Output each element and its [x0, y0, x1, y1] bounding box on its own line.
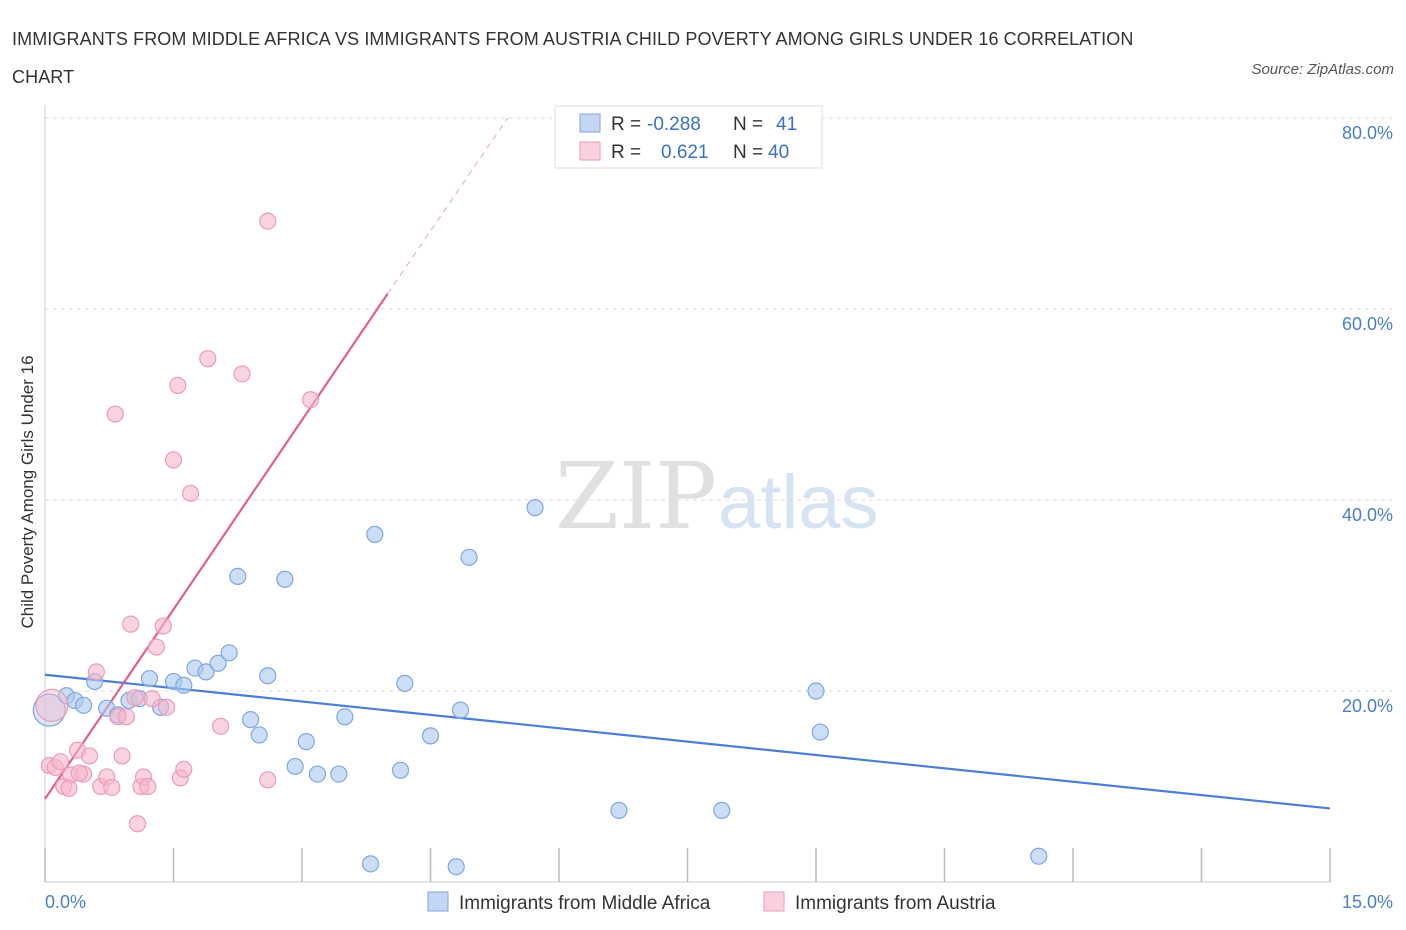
legend-r-label-1: R = — [611, 114, 641, 135]
point-pink-21 — [139, 777, 157, 796]
point-pink-7 — [80, 747, 99, 765]
point-blue-23 — [297, 733, 315, 751]
legend-n-value-2: 40 — [768, 142, 789, 163]
point-blue-15 — [209, 654, 227, 672]
point-pink-33 — [233, 365, 251, 383]
point-blue-27 — [361, 855, 380, 873]
point-pink-39 — [35, 688, 69, 722]
y-tick-label-1: 40.0% — [1342, 505, 1393, 525]
point-pink-11 — [103, 778, 121, 797]
data-points — [32, 212, 1048, 876]
point-pink-25 — [158, 698, 176, 716]
series-legend: Immigrants from Middle Africa Immigrants… — [427, 891, 996, 914]
point-pink-17 — [126, 689, 144, 707]
point-blue-22 — [286, 757, 304, 776]
point-blue-26 — [336, 708, 354, 726]
legend-swatch-blue — [579, 113, 601, 133]
legend-n-label-2: N = — [733, 142, 763, 163]
point-blue-36 — [610, 801, 628, 819]
watermark-atlas: atlas — [718, 460, 879, 545]
point-blue-14 — [197, 663, 215, 681]
point-blue-33 — [451, 701, 470, 719]
point-pink-34 — [259, 771, 277, 789]
point-pink-27 — [169, 376, 187, 394]
series-swatch-blue — [427, 891, 449, 912]
x-tick-label-end: 15.0% — [1342, 892, 1393, 912]
point-pink-36 — [301, 391, 320, 409]
point-blue-25 — [330, 765, 348, 783]
point-blue-35 — [526, 499, 544, 517]
trend-line-blue — [44, 673, 1331, 810]
point-blue-3 — [74, 696, 93, 714]
point-pink-2 — [51, 753, 70, 771]
y-axis-label: Child Poverty Among Girls Under 16 — [18, 355, 37, 628]
point-pink-15 — [117, 708, 135, 726]
point-pink-18 — [128, 815, 147, 833]
legend-r-value-2: 0.621 — [661, 142, 709, 163]
point-blue-34 — [460, 548, 478, 566]
point-blue-40 — [1030, 847, 1048, 865]
point-pink-16 — [122, 615, 140, 633]
tick-labels: 20.0% 40.0% 60.0% 80.0% 0.0% 15.0% — [45, 123, 1393, 912]
point-pink-8 — [87, 663, 106, 681]
point-pink-14 — [113, 747, 131, 765]
point-blue-21 — [276, 570, 294, 588]
point-blue-32 — [447, 858, 465, 876]
point-pink-12 — [106, 405, 124, 423]
correlation-legend: R = -0.288 N = 41 R = 0.621 N = 40 — [554, 105, 823, 169]
y-tick-label-0: 20.0% — [1342, 696, 1393, 716]
point-blue-12 — [175, 676, 193, 694]
point-blue-37 — [713, 801, 731, 819]
series-label-pink: Immigrants from Austria — [795, 893, 996, 914]
legend-r-label-2: R = — [611, 142, 641, 163]
watermark-zip: ZIP — [555, 443, 717, 550]
point-pink-26 — [164, 451, 183, 469]
point-pink-24 — [154, 617, 172, 635]
point-pink-31 — [199, 350, 217, 368]
point-pink-30 — [182, 484, 200, 502]
point-blue-39 — [811, 723, 829, 741]
point-blue-20 — [259, 667, 277, 685]
x-tick-label-start: 0.0% — [45, 892, 86, 912]
point-pink-22 — [143, 690, 161, 708]
point-blue-38 — [807, 682, 825, 700]
point-pink-29 — [175, 760, 193, 778]
point-blue-24 — [308, 765, 327, 783]
point-blue-18 — [242, 711, 260, 729]
axes — [44, 105, 1331, 883]
point-pink-35 — [259, 212, 277, 230]
y-tick-label-3: 80.0% — [1342, 123, 1393, 143]
series-label-blue: Immigrants from Middle Africa — [459, 893, 711, 914]
chart-title: IMMIGRANTS FROM MIDDLE AFRICA VS IMMIGRA… — [12, 29, 1134, 87]
point-pink-38 — [70, 764, 88, 782]
source-label: Source: ZipAtlas.com — [1251, 61, 1394, 78]
point-blue-17 — [229, 567, 247, 586]
legend-r-value-1: -0.288 — [647, 114, 701, 135]
trend-extension-pink — [387, 117, 509, 295]
point-pink-37 — [60, 779, 78, 798]
y-tick-label-2: 60.0% — [1342, 314, 1393, 334]
point-blue-30 — [396, 674, 414, 692]
legend-n-label-1: N = — [733, 114, 763, 135]
series-swatch-pink — [763, 891, 785, 912]
point-pink-23 — [147, 638, 165, 656]
legend-n-value-1: 41 — [776, 114, 797, 135]
point-blue-28 — [366, 525, 384, 543]
point-blue-19 — [250, 726, 268, 744]
point-pink-32 — [212, 717, 230, 735]
point-blue-16 — [220, 644, 238, 662]
point-blue-9 — [140, 669, 159, 688]
point-blue-29 — [391, 761, 410, 779]
point-blue-31 — [421, 727, 440, 745]
grid — [45, 117, 1392, 692]
legend-swatch-pink — [579, 141, 601, 161]
